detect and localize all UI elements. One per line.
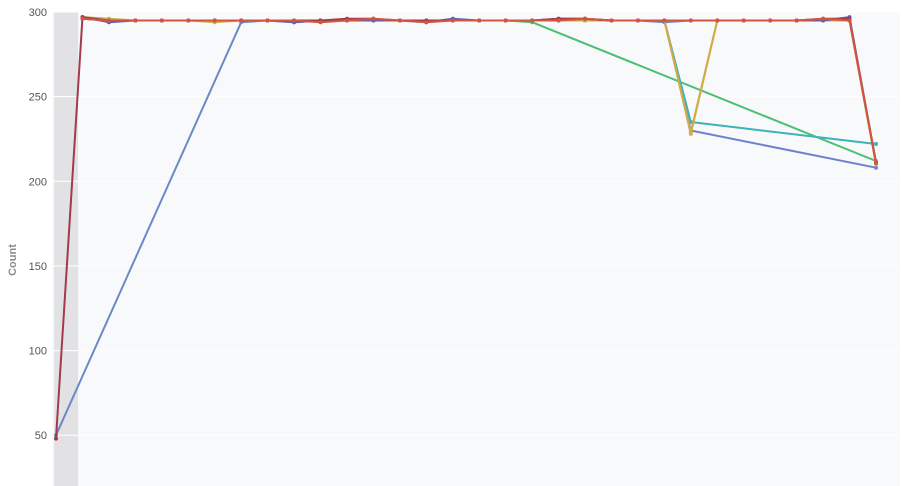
data-point[interactable] — [186, 18, 191, 23]
data-point[interactable] — [794, 18, 799, 23]
data-point[interactable] — [397, 18, 402, 23]
y-tick-label: 300 — [29, 7, 47, 19]
data-point[interactable] — [80, 16, 85, 21]
data-point[interactable] — [477, 18, 482, 23]
data-point[interactable] — [688, 130, 693, 135]
data-point[interactable] — [54, 436, 58, 441]
data-point[interactable] — [874, 160, 878, 165]
data-point[interactable] — [450, 18, 455, 23]
data-point[interactable] — [688, 120, 693, 124]
data-point[interactable] — [874, 142, 878, 146]
gridlines — [52, 11, 900, 436]
data-point[interactable] — [768, 18, 773, 23]
data-point[interactable] — [847, 18, 852, 23]
y-tick-label: 150 — [29, 261, 47, 273]
data-point[interactable] — [265, 18, 270, 23]
series-lines — [54, 15, 878, 441]
data-point[interactable] — [821, 16, 826, 21]
data-point[interactable] — [715, 18, 720, 23]
data-point[interactable] — [292, 18, 297, 23]
data-point[interactable] — [688, 18, 693, 23]
data-point[interactable] — [635, 18, 640, 23]
data-point[interactable] — [212, 18, 217, 23]
data-point[interactable] — [503, 18, 508, 23]
y-tick-label: 200 — [29, 176, 47, 188]
data-point[interactable] — [556, 18, 561, 23]
data-point[interactable] — [662, 18, 667, 23]
y-tick-label: 50 — [35, 430, 47, 442]
y-axis-title: Count — [7, 244, 19, 276]
data-point[interactable] — [530, 18, 535, 23]
data-point[interactable] — [345, 18, 349, 23]
data-point[interactable] — [371, 16, 376, 21]
data-point[interactable] — [318, 20, 323, 25]
data-point[interactable] — [239, 18, 244, 23]
data-point[interactable] — [133, 18, 138, 23]
y-tick-label: 100 — [29, 346, 47, 358]
y-axis-ticks: 50 100 150 200 250 300 — [29, 7, 47, 442]
data-point[interactable] — [609, 18, 614, 23]
data-point[interactable] — [741, 18, 746, 23]
y-tick-label: 250 — [29, 92, 47, 104]
data-point[interactable] — [583, 16, 587, 21]
data-point[interactable] — [106, 18, 111, 23]
data-point[interactable] — [424, 20, 429, 25]
plot-area — [52, 12, 900, 486]
data-point[interactable] — [874, 165, 878, 170]
data-point[interactable] — [159, 18, 164, 23]
series-9 — [80, 16, 878, 165]
